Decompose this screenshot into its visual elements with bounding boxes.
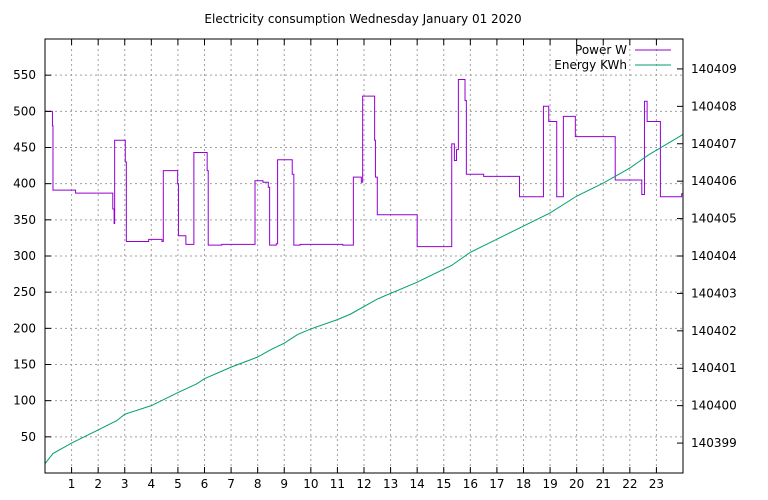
series-line-power xyxy=(45,79,683,248)
y2-tick-label: 140408 xyxy=(691,99,737,113)
legend-label-energy: Energy KWh xyxy=(554,58,627,72)
x-tick-label: 14 xyxy=(410,477,425,491)
grid-layer xyxy=(45,39,683,473)
tick-layer: 1 2 3 4 5 6 7 8 9 10 11 12 13 14 15 16 17 18 19 20 21 22 23501… xyxy=(13,39,737,491)
x-tick-label: 11 xyxy=(330,477,345,491)
y-tick-label: 500 xyxy=(13,104,36,118)
x-tick-label: 16 xyxy=(463,477,478,491)
x-tick-label: 18 xyxy=(516,477,531,491)
y2-tick-label: 140403 xyxy=(691,286,737,300)
y2-tick-label: 140399 xyxy=(691,436,737,450)
x-tick-label: 20 xyxy=(569,477,584,491)
x-tick-label: 19 xyxy=(542,477,557,491)
x-tick-label: 8 xyxy=(254,477,262,491)
x-tick-label: 10 xyxy=(303,477,318,491)
y2-tick-label: 140406 xyxy=(691,174,737,188)
legend: Power W Energy KWh xyxy=(554,43,671,72)
y-tick-label: 350 xyxy=(13,213,36,227)
y-tick-label: 100 xyxy=(13,394,36,408)
x-tick-label: 9 xyxy=(280,477,288,491)
chart-title: Electricity consumption Wednesday Januar… xyxy=(204,12,521,26)
y-tick-label: 400 xyxy=(13,177,36,191)
x-tick-label: 15 xyxy=(436,477,451,491)
y2-tick-label: 140402 xyxy=(691,324,737,338)
x-tick-label: 17 xyxy=(489,477,504,491)
y2-tick-label: 140409 xyxy=(691,62,737,76)
x-tick-label: 1 xyxy=(68,477,76,491)
y-tick-label: 200 xyxy=(13,321,36,335)
x-tick-label: 22 xyxy=(622,477,637,491)
x-tick-label: 2 xyxy=(94,477,102,491)
x-tick-label: 4 xyxy=(148,477,156,491)
series-layer xyxy=(44,79,684,464)
x-tick-label: 3 xyxy=(121,477,129,491)
x-tick-label: 13 xyxy=(383,477,398,491)
y2-tick-label: 140400 xyxy=(691,399,737,413)
y-tick-label: 50 xyxy=(21,430,36,444)
y-tick-label: 550 xyxy=(13,68,36,82)
x-tick-label: 6 xyxy=(201,477,209,491)
y2-tick-label: 140404 xyxy=(691,249,737,263)
x-tick-label: 5 xyxy=(174,477,182,491)
x-tick-label: 21 xyxy=(596,477,611,491)
y-tick-label: 250 xyxy=(13,285,36,299)
x-tick-label: 7 xyxy=(227,477,235,491)
x-tick-label: 23 xyxy=(649,477,664,491)
y-tick-label: 150 xyxy=(13,358,36,372)
y-tick-label: 300 xyxy=(13,249,36,263)
y2-tick-label: 140401 xyxy=(691,361,737,375)
y-tick-label: 450 xyxy=(13,141,36,155)
y2-tick-label: 140407 xyxy=(691,137,737,151)
legend-label-power: Power W xyxy=(575,43,627,57)
series-line-energy xyxy=(44,133,684,464)
y2-tick-label: 140405 xyxy=(691,212,737,226)
x-tick-label: 12 xyxy=(356,477,371,491)
